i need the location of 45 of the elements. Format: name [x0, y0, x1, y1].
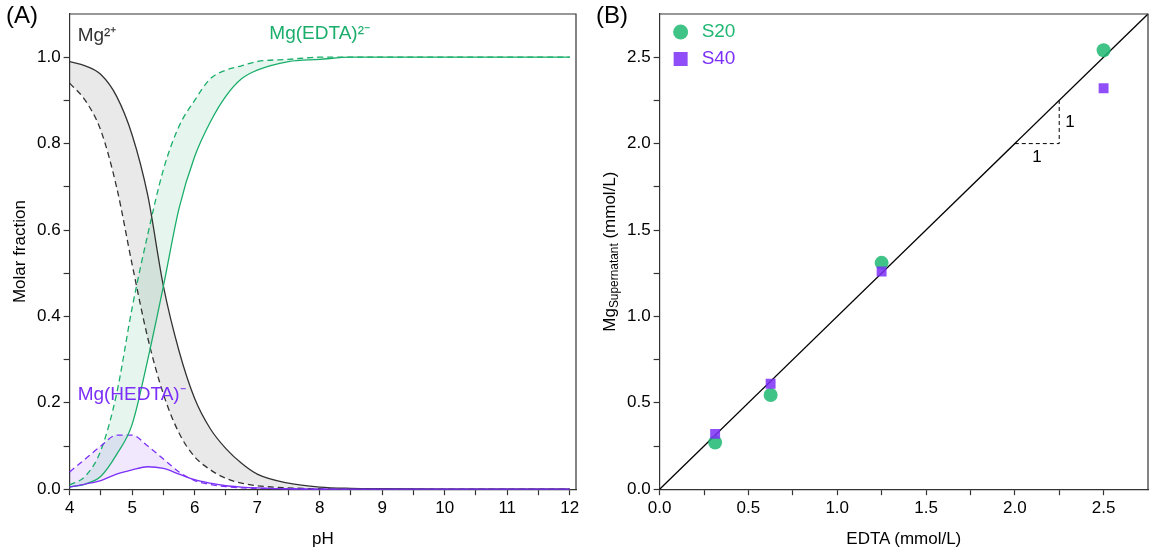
point	[1098, 83, 1109, 94]
series-label: Mg²⁺	[77, 23, 117, 45]
y-tick-label: 0.2	[36, 392, 61, 412]
y-axis-title: Molar fraction	[9, 200, 29, 304]
annotation: 1	[1065, 111, 1075, 131]
x-tick-label: 0.5	[736, 498, 761, 518]
y-axis-title: MgSupernatant (mmol/L)	[599, 171, 622, 332]
x-tick-label: 0.0	[647, 498, 672, 518]
x-tick-label: 2.5	[1091, 498, 1116, 518]
annotation: 1	[1032, 147, 1042, 167]
y-tick-label: 0.4	[36, 306, 61, 326]
y-tick-label: 2.5	[626, 46, 651, 66]
x-axis-title: pH	[311, 529, 334, 549]
point	[1096, 43, 1111, 58]
y-tick-label: 0.0	[36, 478, 61, 498]
x-tick-label: 6	[189, 498, 200, 518]
x-tick-label: 4	[64, 498, 75, 518]
y-tick-label: 0.8	[36, 133, 61, 153]
y-tick-label: 2.0	[626, 133, 651, 153]
y-tick-label: 1.0	[626, 306, 651, 326]
y-tick-label: 0.0	[626, 478, 651, 498]
series-label: Mg(EDTA)²⁻	[269, 22, 371, 44]
legend-label: S40	[701, 47, 736, 69]
chart-title: (B)	[596, 0, 628, 28]
y-tick-label: 1.5	[626, 219, 651, 239]
x-tick-label: 12	[560, 498, 580, 518]
x-tick-label: 10	[435, 498, 455, 518]
x-axis-title: EDTA (mmol/L)	[846, 529, 962, 549]
x-tick-label: 1.5	[914, 498, 938, 518]
x-tick-label: 5	[127, 498, 137, 518]
point	[763, 388, 778, 403]
x-tick-label: 2.0	[1002, 498, 1027, 518]
y-tick-label: 1.0	[36, 46, 61, 66]
legend-label: S20	[701, 20, 736, 42]
y-tick-label: 0.5	[626, 392, 651, 412]
x-tick-label: 8	[314, 498, 325, 518]
point	[765, 378, 776, 389]
x-tick-label: 9	[377, 498, 387, 518]
x-tick-label: 1.0	[825, 498, 850, 518]
x-tick-label: 7	[252, 498, 262, 518]
point	[710, 428, 721, 439]
point	[876, 266, 887, 277]
x-tick-label: 11	[498, 498, 517, 518]
y-tick-label: 0.6	[36, 219, 61, 239]
chart-title: (A)	[6, 0, 38, 28]
